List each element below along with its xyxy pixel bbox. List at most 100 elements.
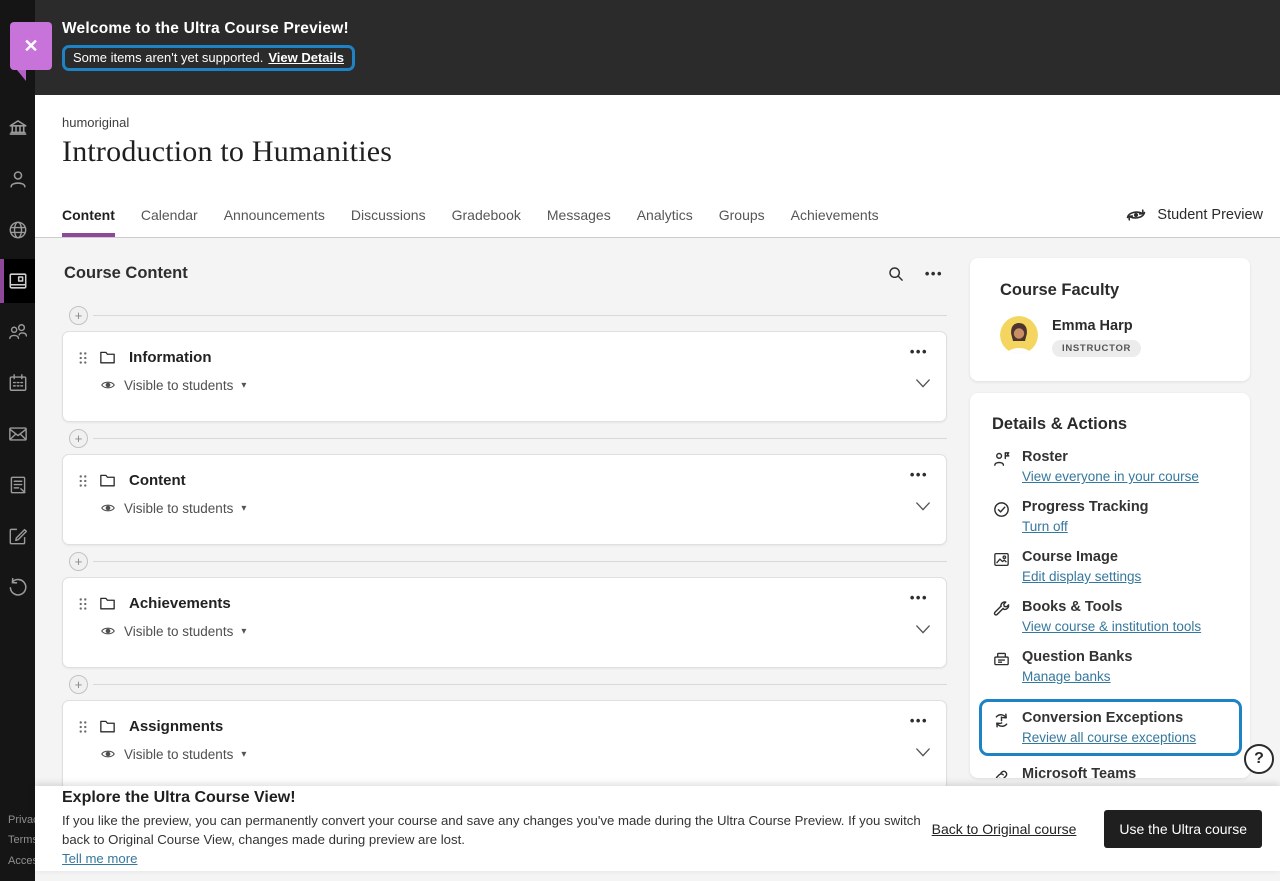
tell-me-more-link[interactable]: Tell me more <box>62 851 138 867</box>
accessibility-link[interactable]: Accessibility <box>8 854 35 867</box>
books-tools-link[interactable]: View course & institution tools <box>1022 619 1202 634</box>
view-details-link[interactable]: View Details <box>268 50 344 65</box>
tab-groups[interactable]: Groups <box>718 206 765 223</box>
content-overflow-menu-icon[interactable]: ••• <box>924 266 943 281</box>
caret-down-icon: ▾ <box>241 748 247 760</box>
conversion-exceptions-highlight: Conversion Exceptions Review all course … <box>979 699 1242 756</box>
content-item-title[interactable]: Achievements <box>129 595 231 612</box>
question-banks-link[interactable]: Manage banks <box>1022 669 1111 684</box>
visibility-selector[interactable]: Visible to students ▾ <box>78 623 928 639</box>
page-title: Introduction to Humanities <box>62 135 393 168</box>
divider <box>93 438 947 439</box>
add-content-button[interactable]: + <box>69 306 88 325</box>
student-preview-label: Student Preview <box>1157 206 1263 223</box>
drag-handle-icon[interactable] <box>78 350 88 366</box>
edit-icon <box>7 525 29 547</box>
eye-icon <box>100 623 116 639</box>
nav-profile[interactable] <box>0 165 35 193</box>
search-icon[interactable] <box>887 265 905 283</box>
details-actions-card: Details & Actions Roster View everyone i… <box>970 393 1250 778</box>
tab-discussions[interactable]: Discussions <box>350 206 426 223</box>
add-content-button[interactable]: + <box>69 429 88 448</box>
nav-tools[interactable] <box>0 522 35 550</box>
organizations-icon <box>7 321 29 343</box>
caret-down-icon: ▾ <box>241 625 247 637</box>
course-content-header: Course Content ••• <box>62 238 947 303</box>
progress-link[interactable]: Turn off <box>1022 519 1068 534</box>
nav-institution[interactable] <box>0 114 35 142</box>
item-overflow-menu-icon[interactable]: ••• <box>909 467 928 482</box>
visibility-selector[interactable]: Visible to students ▾ <box>78 500 928 516</box>
add-content-divider: + <box>62 672 947 697</box>
drag-handle-icon[interactable] <box>78 719 88 735</box>
course-image-link[interactable]: Edit display settings <box>1022 569 1142 584</box>
drag-handle-icon[interactable] <box>78 596 88 612</box>
content-item-achievements: Achievements Visible to students ▾ ••• <box>62 577 947 668</box>
content-item-title[interactable]: Information <box>129 349 212 366</box>
visibility-selector[interactable]: Visible to students ▾ <box>78 377 928 393</box>
chevron-down-icon[interactable] <box>915 624 931 635</box>
globe-icon <box>7 219 29 241</box>
chevron-down-icon[interactable] <box>915 501 931 512</box>
nav-calendar[interactable] <box>0 369 35 397</box>
nav-organizations[interactable] <box>0 318 35 346</box>
tab-achievements[interactable]: Achievements <box>790 206 879 223</box>
use-ultra-course-button[interactable]: Use the Ultra course <box>1104 809 1262 848</box>
item-overflow-menu-icon[interactable]: ••• <box>909 713 928 728</box>
item-overflow-menu-icon[interactable]: ••• <box>909 344 928 359</box>
detail-title: Roster <box>1022 449 1068 465</box>
tab-analytics[interactable]: Analytics <box>636 206 693 223</box>
detail-question-banks: Question Banks Manage banks <box>992 649 1230 686</box>
nav-courses[interactable] <box>0 259 35 303</box>
nav-grades[interactable] <box>0 471 35 499</box>
ultra-preview-banner: Welcome to the Ultra Course Preview! Som… <box>35 0 1280 95</box>
student-preview-button[interactable]: Student Preview <box>1124 192 1263 237</box>
envelope-icon <box>7 423 29 445</box>
content-item-title[interactable]: Content <box>129 472 186 489</box>
help-button[interactable]: ? <box>1244 744 1274 774</box>
visibility-selector[interactable]: Visible to students ▾ <box>78 746 928 762</box>
tab-calendar[interactable]: Calendar <box>140 206 198 223</box>
conversion-icon <box>992 711 1011 747</box>
back-to-original-link[interactable]: Back to Original course <box>931 820 1077 837</box>
tab-announcements[interactable]: Announcements <box>223 206 325 223</box>
chevron-down-icon[interactable] <box>915 378 931 389</box>
faculty-heading: Course Faculty <box>1000 281 1120 299</box>
close-banner-button[interactable]: ✕ <box>10 22 52 81</box>
tab-messages[interactable]: Messages <box>546 206 611 223</box>
convert-bar-description: If you like the preview, you can permane… <box>62 812 921 847</box>
conversion-exceptions-link[interactable]: Review all course exceptions <box>1022 730 1197 745</box>
tab-gradebook[interactable]: Gradebook <box>451 206 521 223</box>
avatar[interactable] <box>1000 316 1038 357</box>
profile-icon <box>7 168 29 190</box>
add-content-button[interactable]: + <box>69 552 88 571</box>
divider <box>93 315 947 316</box>
nav-messages[interactable] <box>0 420 35 448</box>
content-item-title[interactable]: Assignments <box>129 718 224 735</box>
chevron-down-icon[interactable] <box>915 747 931 758</box>
terms-link[interactable]: Terms <box>8 834 35 847</box>
institution-icon <box>7 117 29 139</box>
faculty-role-badge: INSTRUCTOR <box>1052 340 1142 357</box>
global-nav-icons <box>0 0 35 601</box>
divider <box>93 684 947 685</box>
bank-icon <box>992 650 1011 686</box>
tab-content[interactable]: Content <box>62 192 115 237</box>
item-overflow-menu-icon[interactable]: ••• <box>909 590 928 605</box>
grades-icon <box>7 474 29 496</box>
banner-highlight-pill: Some items aren't yet supported. View De… <box>62 45 355 71</box>
drag-handle-icon[interactable] <box>78 473 88 489</box>
detail-title: Question Banks <box>1022 649 1133 665</box>
roster-link[interactable]: View everyone in your course <box>1022 469 1199 484</box>
nav-recent[interactable] <box>0 573 35 601</box>
add-content-button[interactable]: + <box>69 675 88 694</box>
sidebar-footer-links: Privacy Terms Accessibility <box>8 810 35 871</box>
course-tabbar: Content Calendar Announcements Discussio… <box>35 192 1280 238</box>
nav-activity[interactable] <box>0 216 35 244</box>
question-mark-icon: ? <box>1254 750 1264 767</box>
courses-icon <box>7 270 29 292</box>
detail-title: Books & Tools <box>1022 599 1123 615</box>
privacy-link[interactable]: Privacy <box>8 813 35 826</box>
content-item-information: Information Visible to students ▾ ••• <box>62 331 947 422</box>
